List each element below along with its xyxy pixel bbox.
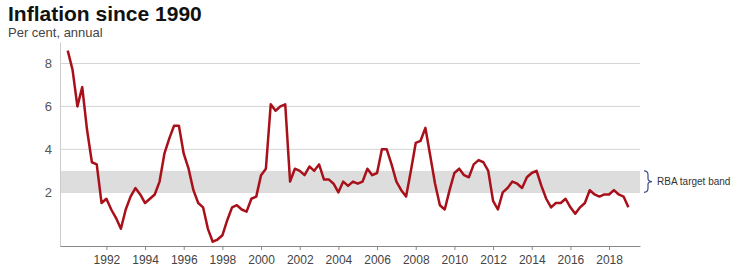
- x-tick-mark: [377, 246, 378, 250]
- target-band: [60, 171, 640, 192]
- y-tick: 4: [45, 142, 60, 157]
- x-tick: 2018: [596, 246, 623, 267]
- x-tick-mark: [416, 246, 417, 250]
- band-brace: [644, 171, 652, 192]
- y-axis: 2 4 6 8: [45, 43, 61, 247]
- x-tick-label: 2002: [287, 253, 314, 267]
- x-tick-label: 2004: [326, 253, 353, 267]
- x-tick-label: 1998: [210, 253, 237, 267]
- y-tick: 8: [45, 56, 60, 71]
- x-tick: 2006: [364, 246, 391, 267]
- x-tick: 2014: [519, 246, 546, 267]
- x-tick-label: 1996: [171, 253, 198, 267]
- y-axis-line: [60, 43, 61, 247]
- band-annotation: RBA target band: [657, 176, 730, 187]
- grid: [60, 63, 640, 192]
- x-axis: 1992 1994 1996 1998 2000 2002 2004 2006 2008 2010…: [61, 246, 641, 267]
- x-axis-line: [61, 246, 641, 247]
- x-tick: 2010: [442, 246, 469, 267]
- x-tick-mark: [609, 246, 610, 250]
- x-tick-mark: [493, 246, 494, 250]
- title: Inflation since 1990: [8, 2, 202, 25]
- x-tick-mark: [338, 246, 339, 250]
- x-tick-mark: [532, 246, 533, 250]
- y-tick-label: 2: [45, 185, 52, 200]
- x-tick-mark: [570, 246, 571, 250]
- x-tick-label: 2014: [519, 253, 546, 267]
- grid-line: [60, 106, 640, 107]
- x-tick-label: 2018: [596, 253, 623, 267]
- y-tick: 6: [45, 99, 60, 114]
- x-tick-label: 2010: [442, 253, 469, 267]
- inflation-line: [68, 51, 629, 242]
- y-tick-label: 6: [45, 99, 52, 114]
- x-tick: 1992: [94, 246, 121, 267]
- subtitle: Per cent, annual: [8, 25, 103, 40]
- x-tick-label: 2000: [248, 253, 275, 267]
- x-tick-mark: [106, 246, 107, 250]
- x-tick: 2016: [558, 246, 585, 267]
- y-tick: 2: [45, 185, 60, 200]
- y-tick-label: 8: [45, 56, 52, 71]
- x-tick-label: 1994: [132, 253, 159, 267]
- x-tick-label: 1992: [94, 253, 121, 267]
- x-tick-label: 2006: [364, 253, 391, 267]
- x-tick-mark: [454, 246, 455, 250]
- x-tick-label: 2012: [480, 253, 507, 267]
- plot-area: 2 4 6 8 1992 1994 1996 1998 2000 2002 2004 2006 2008…: [45, 43, 731, 267]
- x-tick-mark: [261, 246, 262, 250]
- x-tick: 2012: [480, 246, 507, 267]
- grid-line: [60, 63, 640, 64]
- x-tick: 1996: [171, 246, 198, 267]
- x-tick-mark: [184, 246, 185, 250]
- x-tick-label: 2016: [558, 253, 585, 267]
- x-tick-label: 2008: [403, 253, 430, 267]
- x-tick-mark: [300, 246, 301, 250]
- y-tick-label: 4: [45, 142, 52, 157]
- x-tick-mark: [145, 246, 146, 250]
- x-tick: 2008: [403, 246, 430, 267]
- chart: Inflation since 1990Per cent, annual 2 4 6 8…: [0, 0, 754, 278]
- marks: [60, 51, 640, 242]
- x-tick: 1998: [210, 246, 237, 267]
- x-tick: 2000: [248, 246, 275, 267]
- grid-line: [60, 149, 640, 150]
- x-tick: 2002: [287, 246, 314, 267]
- x-tick-mark: [222, 246, 223, 250]
- x-tick: 2004: [326, 246, 353, 267]
- x-tick: 1994: [132, 246, 159, 267]
